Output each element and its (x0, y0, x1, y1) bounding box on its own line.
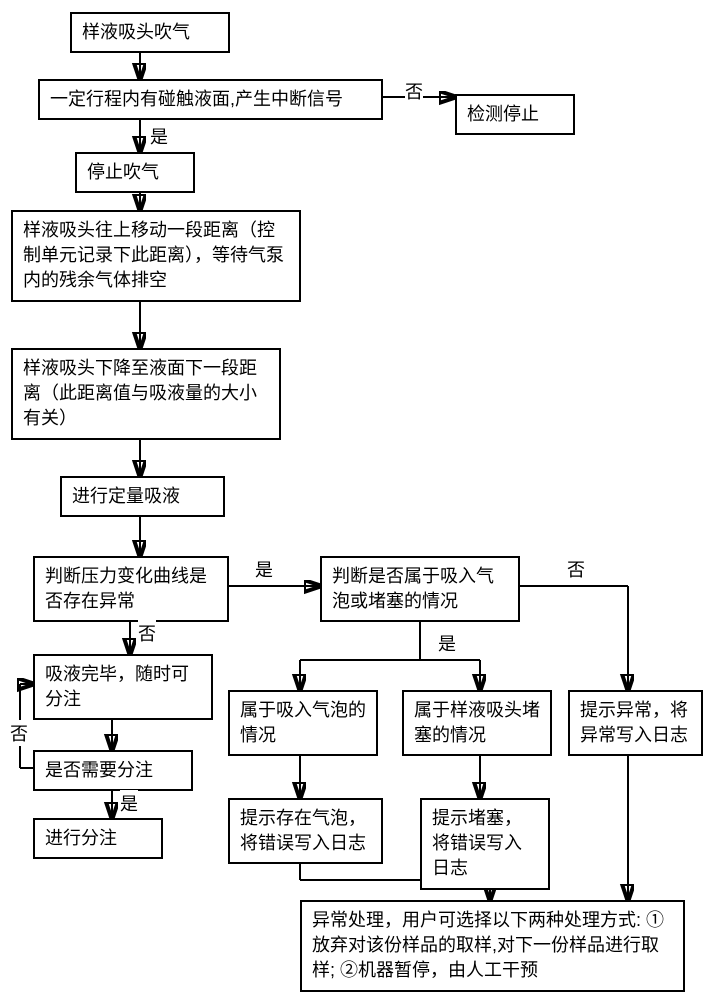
edge-label-l1: 否 (405, 78, 423, 104)
flow-node-n8: 判断压力变化曲线是否存在异常 (33, 556, 229, 622)
flow-node-n1: 样液吸头吹气 (70, 12, 230, 53)
flow-node-n14: 属于样液吸头堵塞的情况 (402, 690, 552, 756)
flow-node-n15: 提示异常，将异常写入日志 (568, 690, 703, 756)
flow-node-n6: 样液吸头下降至液面下一段距离（此距离值与吸液量的大小有关） (11, 348, 281, 440)
flow-node-n5: 样液吸头往上移动一段距离（控制单元记录下此距离），等待气泵内的残余气体排空 (11, 210, 301, 302)
edge-label-l6: 是 (438, 630, 456, 656)
flow-node-n4: 停止吹气 (75, 152, 195, 193)
flow-node-n12: 进行分注 (33, 818, 163, 859)
edge-label-l3: 是 (255, 556, 273, 582)
flow-node-n18: 异常处理，用户可选择以下两种处理方式: ①放弃对该份样品的取样,对下一份样品进行… (300, 900, 685, 992)
edge-label-l7: 否 (10, 720, 28, 746)
edge-label-l2: 是 (150, 123, 168, 149)
flow-node-n9: 判断是否属于吸入气泡或堵塞的情况 (320, 556, 520, 622)
flow-node-n2: 一定行程内有碰触液面,产生中断信号 (38, 79, 383, 120)
flow-node-n10: 吸液完毕，随时可分注 (33, 654, 213, 720)
flow-node-n16: 提示存在气泡，将错误写入日志 (228, 798, 383, 864)
flow-node-n7: 进行定量吸液 (60, 476, 225, 517)
flow-node-n3: 检测停止 (455, 94, 575, 135)
flow-node-n13: 属于吸入气泡的情况 (228, 690, 378, 756)
edge-label-l4: 否 (567, 556, 585, 582)
flow-node-n11: 是否需要分注 (33, 750, 193, 791)
flow-node-n17: 提示堵塞，将错误写入日志 (420, 798, 550, 890)
edge-label-l5: 否 (138, 620, 156, 646)
edge-label-l8: 是 (120, 790, 138, 816)
